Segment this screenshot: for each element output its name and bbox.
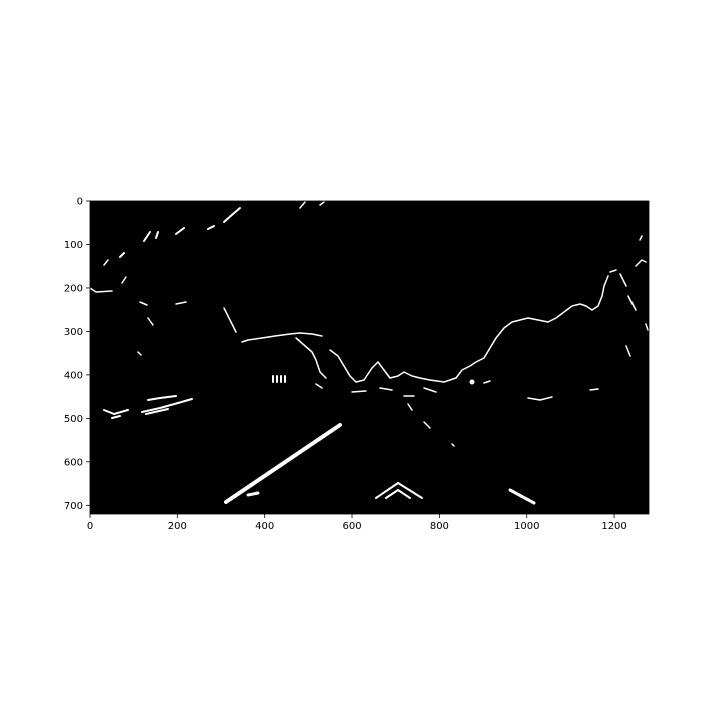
edge-left-sign — [272, 375, 286, 383]
edge-left-wall — [223, 307, 323, 343]
lane-center-dashes — [407, 403, 455, 447]
y-tick-label: 100 — [64, 240, 83, 251]
y-tick-label: 600 — [64, 457, 83, 468]
edge-tree-left-3 — [119, 227, 185, 258]
edge-right-hills — [609, 259, 647, 305]
x-axis: 0 200 400 600 800 1000 1200 — [87, 514, 627, 532]
x-tick-label: 800 — [430, 521, 449, 532]
edge-center-lines — [315, 383, 437, 397]
x-tick-label: 1200 — [601, 521, 626, 532]
x-tick-label: 0 — [87, 521, 93, 532]
edge-light-blob — [469, 379, 475, 385]
y-tick-label: 0 — [77, 197, 83, 208]
x-tick-label: 200 — [168, 521, 187, 532]
lane-right-dash — [508, 488, 536, 505]
y-axis: 0 100 200 300 400 500 600 700 — [64, 197, 90, 512]
y-tick-label: 300 — [64, 327, 83, 338]
edge-left-guardrail-2 — [103, 408, 169, 419]
y-tick-label: 700 — [64, 501, 83, 512]
edge-left-road-edge — [295, 337, 327, 379]
edge-tree-left-4 — [103, 259, 127, 284]
x-tick-label: 600 — [342, 521, 361, 532]
image-area — [90, 201, 649, 514]
edge-tree-left-2 — [143, 231, 159, 242]
edge-right-trees — [625, 235, 649, 357]
edge-tree-left-1 — [207, 207, 241, 230]
edge-left-horizon — [89, 287, 113, 293]
y-tick-label: 200 — [64, 283, 83, 294]
edge-left-guardrail — [141, 395, 193, 413]
y-tick-label: 400 — [64, 370, 83, 381]
edge-center-horizon — [329, 275, 609, 383]
lane-left-line — [224, 423, 342, 504]
y-tick-label: 500 — [64, 414, 83, 425]
edge-top-mid — [299, 201, 325, 209]
edge-right-roadside — [483, 380, 599, 401]
lane-left-dash — [246, 491, 260, 497]
edge-map — [89, 201, 649, 505]
image-frame — [89, 200, 650, 515]
image-axes — [89, 200, 650, 515]
edge-left-treeline — [137, 301, 187, 356]
x-tick-label: 400 — [255, 521, 274, 532]
lane-center-chevron — [375, 482, 423, 499]
x-tick-label: 1000 — [514, 521, 539, 532]
